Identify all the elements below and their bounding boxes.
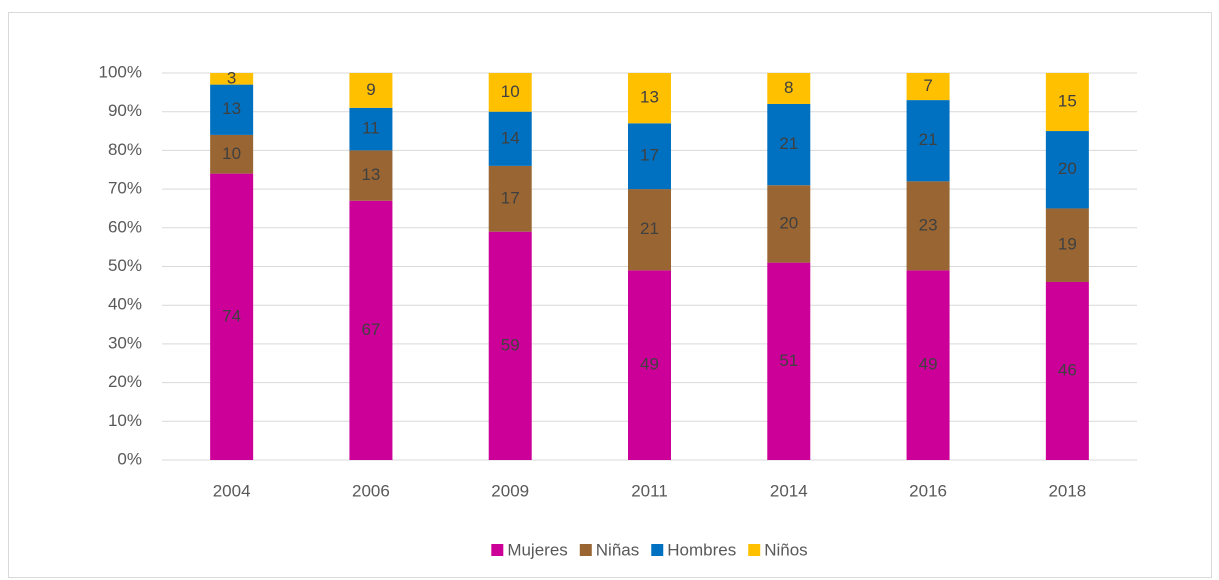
legend-swatch: [491, 544, 504, 556]
legend-label: Hombres: [667, 540, 736, 559]
bar-segment: [906, 181, 950, 271]
bar-segment: [488, 165, 532, 232]
bar-segment: [349, 107, 393, 151]
data-label: 13: [222, 99, 241, 118]
data-label: 9: [366, 80, 375, 99]
data-label: 19: [1058, 235, 1077, 254]
x-tick-label: 2018: [1048, 481, 1086, 500]
data-label: 13: [361, 165, 380, 184]
y-tick-label: 60%: [108, 217, 142, 236]
y-tick-label: 20%: [108, 372, 142, 391]
data-label: 49: [919, 355, 938, 374]
data-label: 13: [640, 88, 659, 107]
bar-segment: [210, 173, 254, 460]
bar-segment: [767, 185, 811, 263]
y-tick-label: 0%: [117, 449, 142, 468]
bar-segment: [1045, 73, 1089, 132]
bar-segment: [628, 189, 671, 271]
data-label: 10: [222, 144, 241, 163]
x-tick-label: 2011: [631, 481, 668, 500]
data-label: 74: [222, 306, 241, 325]
data-label: 7: [923, 76, 932, 95]
x-tick-label: 2016: [909, 481, 947, 500]
y-tick-label: 70%: [108, 179, 142, 198]
y-tick-label: 90%: [108, 101, 142, 120]
data-label: 67: [361, 320, 380, 339]
legend-label: Niños: [764, 540, 807, 559]
bar-segment: [349, 200, 393, 460]
bar-segment: [767, 262, 811, 460]
bar-segment: [488, 73, 532, 112]
y-tick-label: 30%: [108, 333, 142, 352]
y-tick-label: 40%: [108, 295, 142, 314]
bar-segment: [349, 73, 393, 108]
bar-segment: [349, 150, 393, 201]
data-label: 15: [1058, 92, 1077, 111]
legend-swatch: [651, 544, 664, 556]
y-tick-label: 10%: [108, 411, 142, 430]
x-tick-label: 2004: [213, 481, 251, 500]
data-label: 59: [501, 335, 520, 354]
data-label: 21: [919, 130, 938, 149]
data-label: 20: [779, 213, 798, 232]
bar-segment: [488, 231, 532, 460]
data-label: 21: [640, 219, 659, 238]
chart-border: [8, 12, 1212, 578]
data-label: 46: [1058, 360, 1077, 379]
data-label: 17: [640, 146, 659, 165]
bar-segment: [628, 123, 671, 190]
data-label: 17: [501, 188, 520, 207]
data-label: 11: [362, 119, 380, 138]
bar-segment: [906, 73, 950, 101]
data-label: 23: [919, 215, 938, 234]
data-label: 49: [640, 355, 659, 374]
legend-label: Mujeres: [507, 540, 567, 559]
data-label: 10: [501, 82, 520, 101]
bar-segment: [906, 270, 950, 460]
bar-segment: [210, 73, 254, 85]
x-tick-label: 2009: [491, 481, 529, 500]
bar-segment: [1045, 281, 1089, 460]
data-label: 51: [779, 351, 798, 370]
x-tick-label: 2006: [352, 481, 390, 500]
data-label: 14: [501, 128, 520, 147]
y-tick-label: 100%: [99, 62, 142, 81]
data-label: 20: [1058, 159, 1077, 178]
legend-label: Niñas: [596, 540, 639, 559]
y-tick-label: 80%: [108, 140, 142, 159]
data-label: 21: [779, 134, 798, 153]
bar-segment: [628, 270, 671, 460]
legend-swatch: [748, 544, 761, 556]
bar-segment: [1045, 131, 1089, 209]
bar-segment: [1045, 208, 1089, 282]
x-tick-label: 2014: [770, 481, 808, 500]
bar-segment: [210, 84, 254, 135]
data-label: 3: [227, 68, 236, 87]
legend-swatch: [579, 544, 592, 556]
bar-segment: [906, 100, 950, 182]
data-label: 8: [784, 78, 793, 97]
bar-segment: [210, 134, 254, 174]
bar-segment: [767, 73, 811, 104]
y-tick-label: 50%: [108, 256, 142, 275]
bar-segment: [488, 111, 532, 166]
bar-segment: [628, 73, 671, 124]
bar-segment: [767, 103, 811, 186]
